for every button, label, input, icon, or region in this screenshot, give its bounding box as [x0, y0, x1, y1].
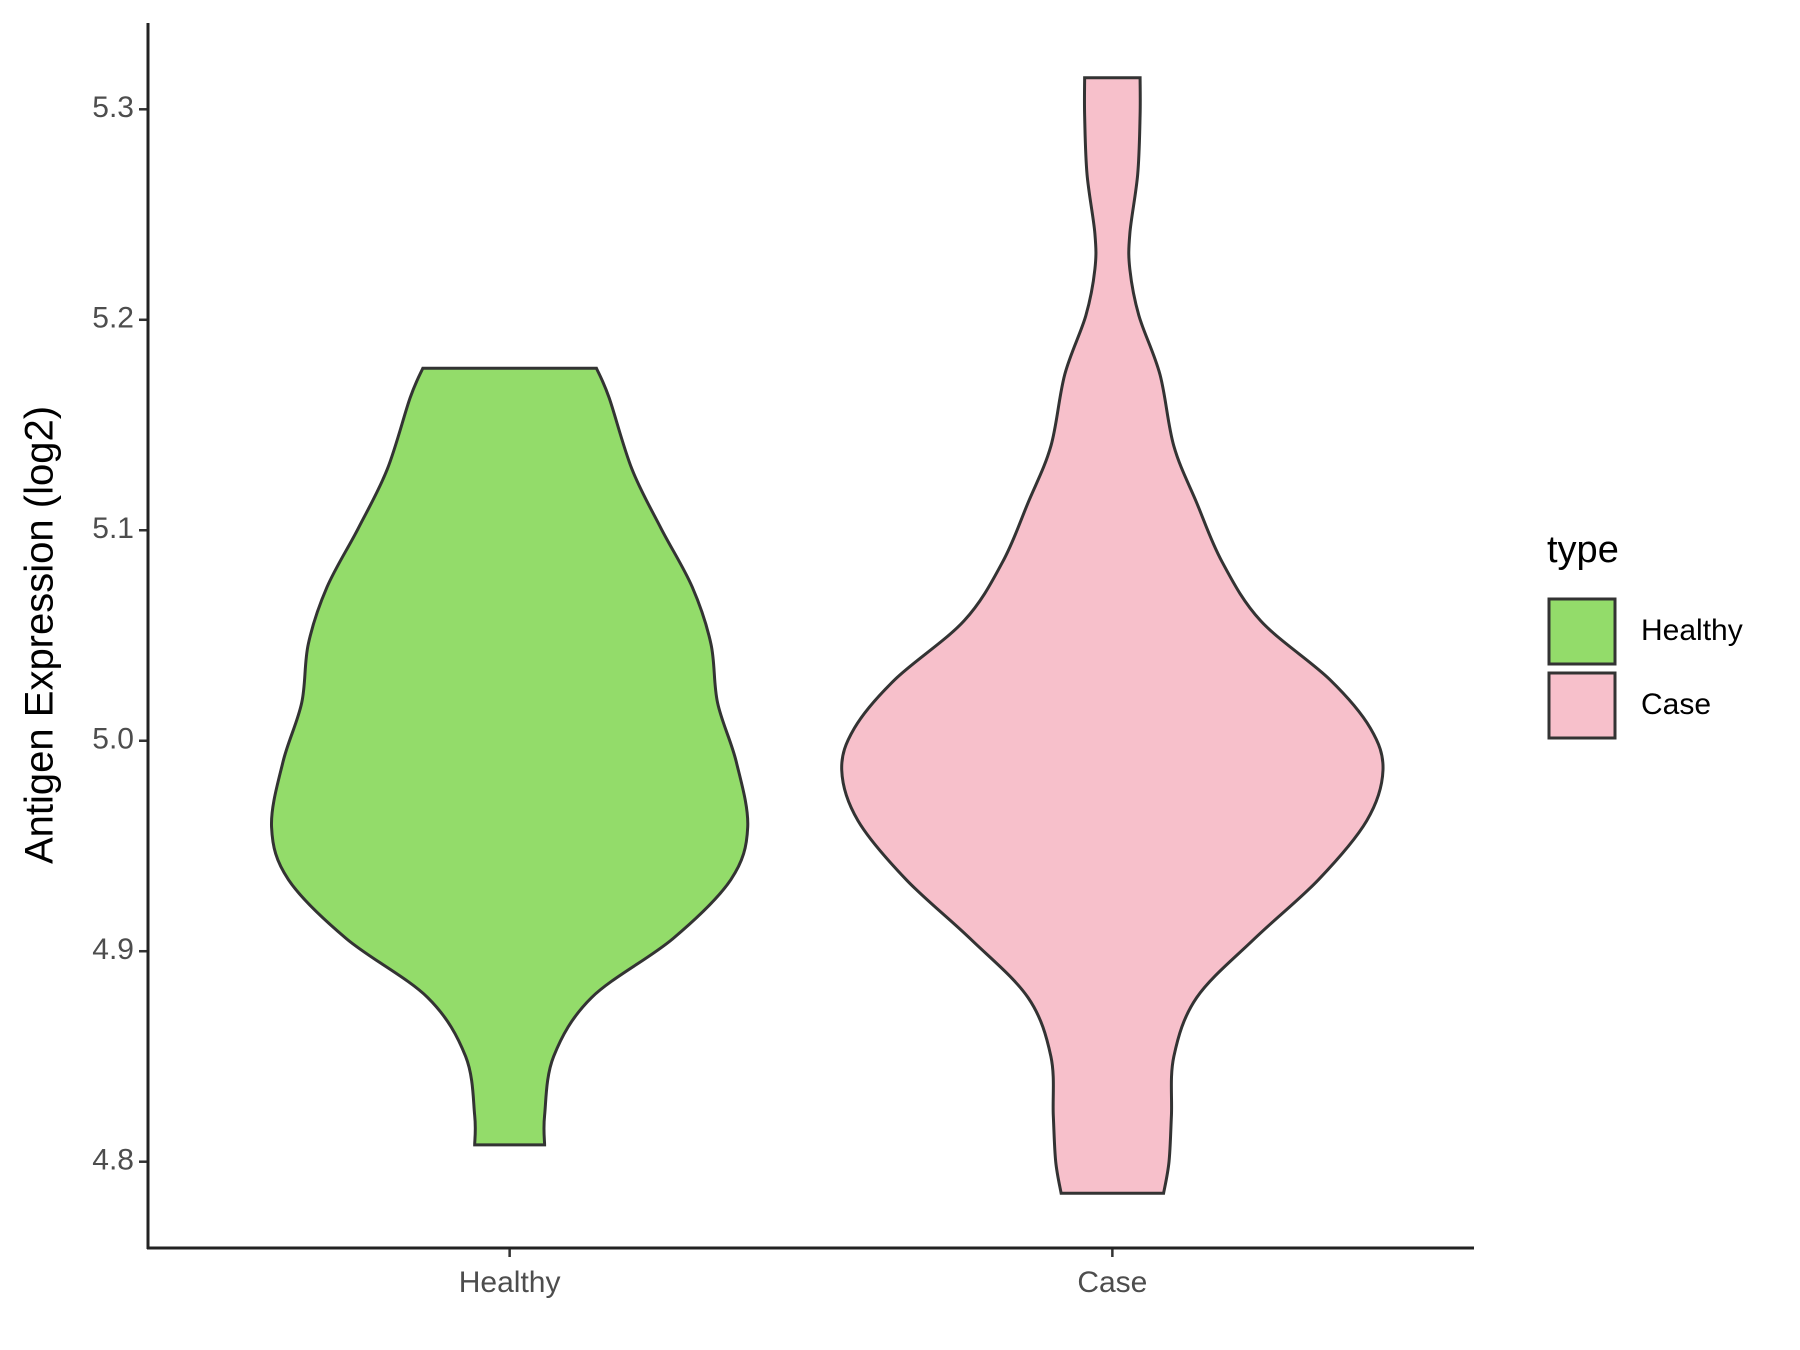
- x-tick-label: Healthy: [459, 1266, 561, 1299]
- y-tick-label: 4.8: [92, 1144, 134, 1177]
- violin: [270, 366, 750, 1147]
- y-tick-label: 5.2: [92, 302, 134, 335]
- y-tick-label: 5.1: [92, 512, 134, 545]
- violin: [840, 76, 1385, 1195]
- y-axis-title: Antigen Expression (log2): [18, 406, 62, 864]
- y-tick-label: 5.0: [92, 723, 134, 756]
- legend-title: type: [1547, 529, 1619, 571]
- legend-label: Healthy: [1641, 614, 1743, 647]
- legend-swatch: [1547, 597, 1617, 666]
- y-tick-label: 5.3: [92, 91, 134, 124]
- y-tick-label: 4.9: [92, 933, 134, 966]
- legend-label: Case: [1641, 688, 1711, 721]
- x-tick-label: Case: [1077, 1266, 1147, 1299]
- legend-swatch: [1547, 671, 1617, 740]
